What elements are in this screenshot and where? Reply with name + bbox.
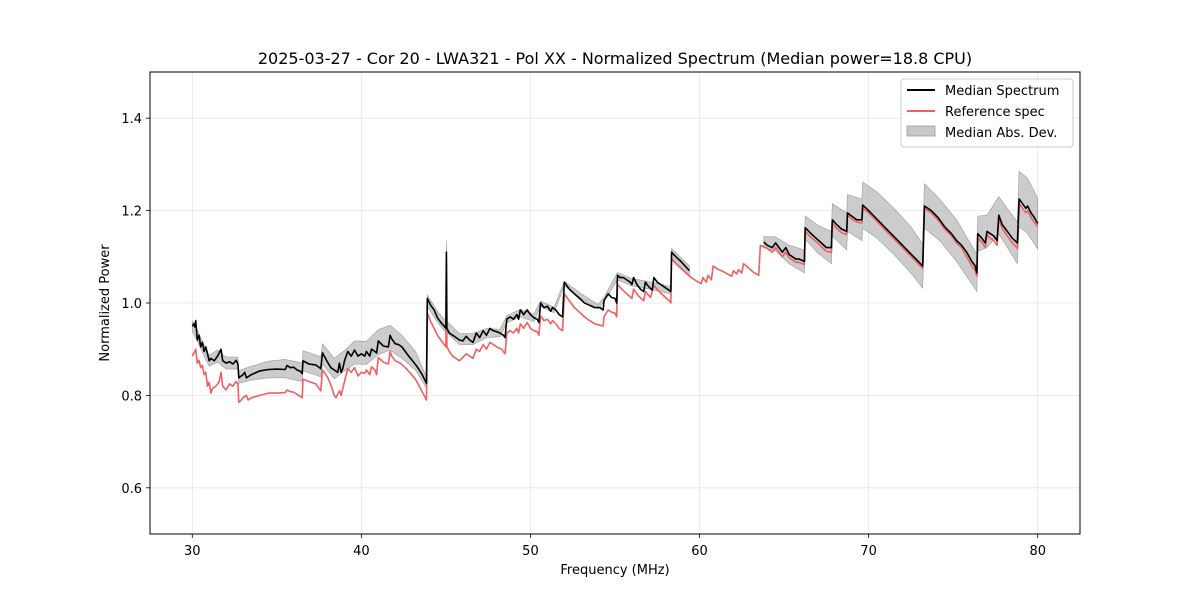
chart-title: 2025-03-27 - Cor 20 - LWA321 - Pol XX - …	[258, 49, 972, 68]
legend-swatch-mad	[906, 125, 936, 137]
x-tick-label: 50	[522, 544, 539, 559]
x-tick-label: 60	[691, 544, 708, 559]
legend-label-mad: Median Abs. Dev.	[945, 126, 1057, 141]
y-tick-label: 1.2	[121, 205, 142, 220]
x-tick-label: 80	[1029, 544, 1046, 559]
x-axis-label: Frequency (MHz)	[560, 563, 669, 578]
y-tick-label: 1.4	[121, 112, 142, 127]
x-tick-label: 30	[184, 544, 201, 559]
y-axis-label: Normalized Power	[98, 244, 113, 362]
x-tick-label: 70	[860, 544, 877, 559]
legend-box	[900, 78, 1074, 148]
legend: Median Spectrum Reference spec Median Ab…	[900, 78, 1074, 148]
median-spectrum-line	[191, 251, 690, 385]
series-lines	[191, 198, 1039, 404]
legend-label-reference: Reference spec	[945, 105, 1045, 120]
y-tick-label: 0.8	[121, 389, 142, 404]
y-axis: 0.6 0.8 1.0 1.2 1.4	[121, 112, 150, 497]
x-axis: 30 40 50 60 70 80	[184, 534, 1046, 559]
y-tick-label: 1.0	[121, 297, 142, 312]
legend-label-median: Median Spectrum	[945, 84, 1059, 99]
x-tick-label: 40	[353, 544, 370, 559]
median-spectrum-line	[763, 198, 1039, 274]
y-tick-label: 0.6	[121, 482, 142, 497]
